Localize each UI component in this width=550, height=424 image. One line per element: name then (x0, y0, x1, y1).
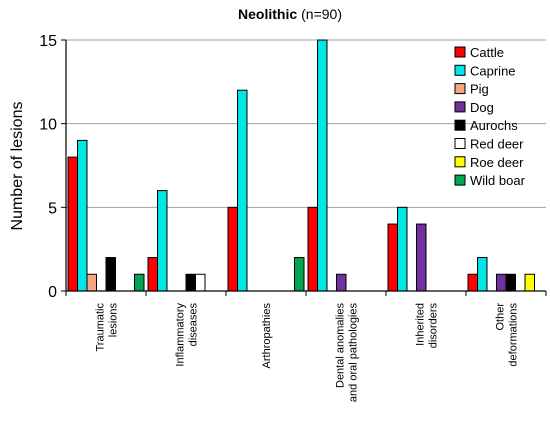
legend-swatch-roe-deer (454, 156, 466, 168)
x-tick-label-1-line-1: diseases (188, 303, 200, 347)
legend-swatch-caprine (454, 64, 466, 76)
bar-cattle-3 (307, 206, 318, 292)
legend: Cattle Caprine Pig Dog Aurochs Red deer Roe de… (454, 45, 526, 188)
legend-label-red-deer: Red deer (470, 137, 524, 152)
x-tick-labels: Traumatic lesions Inflammatory diseases Arth… (95, 303, 520, 403)
x-tick-label-2: Arthropathies (261, 303, 273, 369)
legend-swatch-wild-boar (454, 174, 466, 186)
bar-pig-0 (86, 273, 97, 292)
legend-label-pig: Pig (470, 82, 489, 97)
bar-cattle-5 (467, 273, 478, 292)
x-tick-label-5: Other deformations (495, 303, 520, 367)
x-tick-label-4-line-0: Inherited (415, 303, 427, 346)
y-axis-label: Number of lesions (9, 102, 26, 231)
legend-label-cattle: Cattle (470, 45, 504, 60)
chart-title-sub: (n=90) (301, 6, 342, 22)
legend-label-wild-boar: Wild boar (470, 173, 526, 188)
bar-dog-3 (336, 273, 347, 292)
y-tick-label-2: 10 (39, 117, 57, 134)
bar-wild-boar-0 (134, 273, 145, 292)
x-tick-label-5-line-0: Other (495, 303, 507, 331)
bar-red-deer-1 (195, 273, 206, 292)
grid-lines (66, 39, 546, 208)
bar-wild-boar-2 (294, 257, 305, 292)
x-tick-label-4-line-1: disorders (428, 303, 440, 349)
bar-cattle-4 (387, 223, 398, 292)
x-tick-label-0: Traumatic lesions (95, 303, 120, 352)
bar-roe-deer-5 (524, 273, 535, 292)
x-tick-label-0-line-0: Traumatic (95, 303, 107, 352)
bar-cattle-2 (227, 206, 238, 292)
legend-swatch-pig (454, 83, 466, 95)
x-tick-label-4: Inherited disorders (415, 303, 440, 349)
legend-swatch-red-deer (454, 138, 466, 149)
x-tick-label-0-line-1: lesions (108, 303, 120, 338)
bar-aurochs-0 (105, 257, 116, 292)
bar-aurochs-1 (185, 273, 196, 292)
x-tick-label-3: Dental anomalies and oral pathologies (335, 303, 360, 403)
x-tick-label-3-line-1: and oral pathologies (348, 303, 360, 403)
chart-title: Neolithic (n=90) (238, 6, 342, 22)
bar-dog-5 (496, 273, 507, 292)
bar-dog-4 (416, 223, 427, 292)
bar-caprine-0 (77, 139, 88, 292)
bar-caprine-5 (477, 257, 488, 292)
axes (61, 39, 547, 296)
x-tick-label-5-line-1: deformations (508, 303, 520, 367)
bar-cattle-0 (67, 156, 78, 292)
legend-label-caprine: Caprine (470, 63, 516, 78)
bar-cattle-1 (147, 257, 158, 292)
legend-label-dog: Dog (470, 100, 494, 115)
legend-label-roe-deer: Roe deer (470, 155, 524, 170)
x-tick-label-1-line-0: Inflammatory (175, 303, 187, 367)
bar-caprine-4 (397, 206, 408, 292)
x-tick-label-1: Inflammatory diseases (175, 303, 200, 367)
legend-label-aurochs: Aurochs (470, 118, 518, 133)
legend-swatch-cattle (454, 46, 466, 58)
y-tick-label-0: 0 (48, 284, 57, 301)
legend-swatch-aurochs (454, 119, 466, 131)
y-tick-label-3: 15 (39, 33, 57, 50)
y-tick-labels: 0 5 10 15 (39, 33, 57, 301)
x-tick-label-2-line-0: Arthropathies (261, 303, 273, 369)
x-tick-label-3-line-0: Dental anomalies (335, 303, 347, 388)
bar-caprine-1 (157, 190, 168, 292)
bar-caprine-2 (237, 89, 248, 292)
bar-aurochs-5 (505, 273, 516, 292)
legend-swatch-dog (454, 101, 466, 113)
y-tick-label-1: 5 (48, 200, 57, 217)
bar-caprine-3 (317, 39, 328, 292)
chart-title-main: Neolithic (238, 6, 297, 22)
